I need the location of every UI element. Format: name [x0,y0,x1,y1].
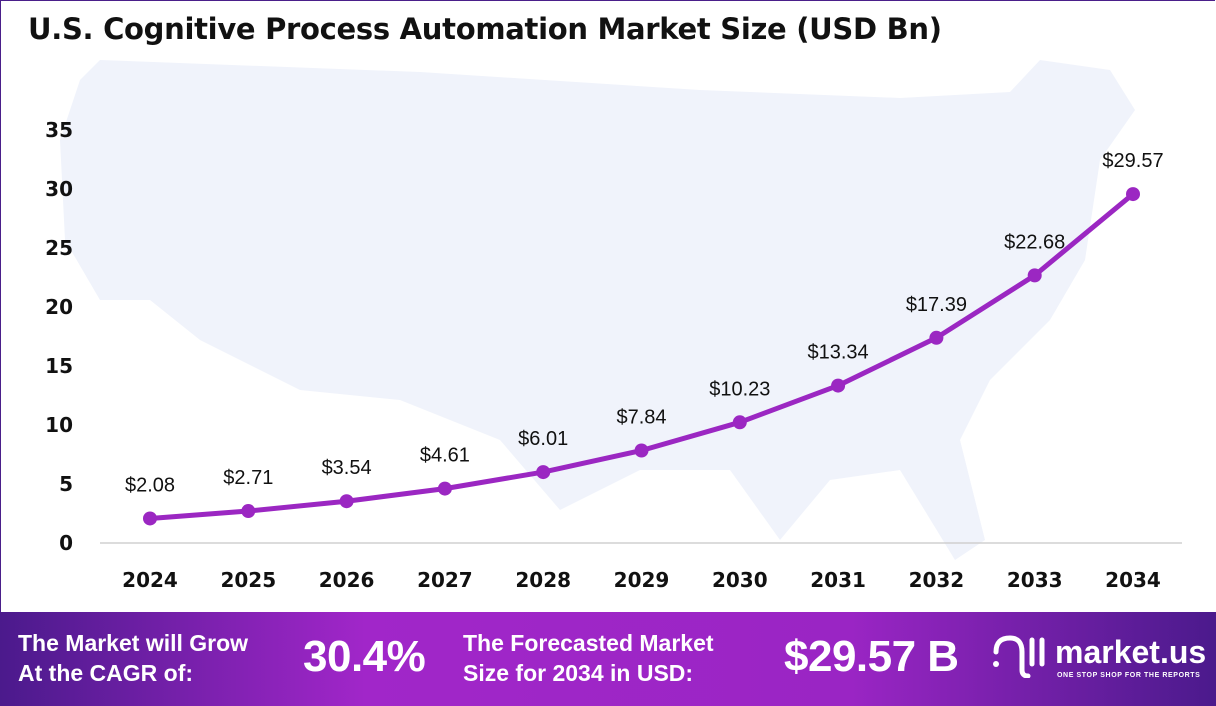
data-label: $10.23 [709,378,770,400]
x-tick-label: 2033 [1007,568,1063,592]
data-label: $3.54 [322,457,372,479]
data-point [339,494,354,509]
y-tick-label: 0 [59,531,73,555]
data-label: $6.01 [518,428,568,450]
y-tick-label: 15 [45,354,73,378]
x-tick-label: 2026 [319,568,375,592]
x-tick-label: 2024 [122,568,178,592]
y-tick-label: 25 [45,236,73,260]
logo-tagline: ONE STOP SHOP FOR THE REPORTS [1057,672,1201,679]
data-point [1126,187,1140,202]
data-label: $7.84 [616,406,666,428]
summary-banner: The Market will Grow At the CAGR of: 30.4… [0,612,1216,706]
data-point [634,443,649,458]
chart-title: U.S. Cognitive Process Automation Market… [28,12,942,46]
data-point [437,481,452,496]
cagr-value: 30.4% [303,632,426,681]
y-tick-label: 30 [45,177,73,201]
x-tick-label: 2034 [1105,568,1161,592]
data-point [929,330,944,345]
forecast-value: $29.57 B [784,632,959,681]
x-tick-label: 2032 [909,568,965,592]
data-label: $4.61 [420,445,470,467]
y-tick-label: 20 [45,295,73,319]
x-tick-label: 2027 [417,568,473,592]
us-map-background [60,60,1135,560]
x-tick-label: 2029 [614,568,670,592]
data-point [1027,268,1042,283]
data-label: $22.68 [1004,231,1065,253]
data-point [732,415,747,430]
data-label: $2.08 [125,474,175,496]
cagr-label: The Market will Grow At the CAGR of: [18,630,249,686]
data-label: $2.71 [223,467,273,489]
y-tick-label: 5 [59,472,73,496]
data-point [241,504,256,519]
x-tick-label: 2031 [810,568,866,592]
y-tick-label: 10 [45,413,73,437]
x-tick-label: 2028 [515,568,571,592]
data-point [143,511,157,526]
data-label: $17.39 [906,294,967,316]
logo-name: market.us [1055,634,1207,670]
data-label: $13.34 [808,342,869,364]
market-us-logo-icon [993,635,1045,678]
y-tick-label: 35 [45,118,73,142]
data-point [831,378,846,393]
x-tick-label: 2025 [220,568,276,592]
x-tick-label: 2030 [712,568,768,592]
data-point [536,465,551,480]
forecast-label: The Forecasted Market Size for 2034 in US… [463,630,714,686]
data-label: $29.57 [1102,150,1163,172]
